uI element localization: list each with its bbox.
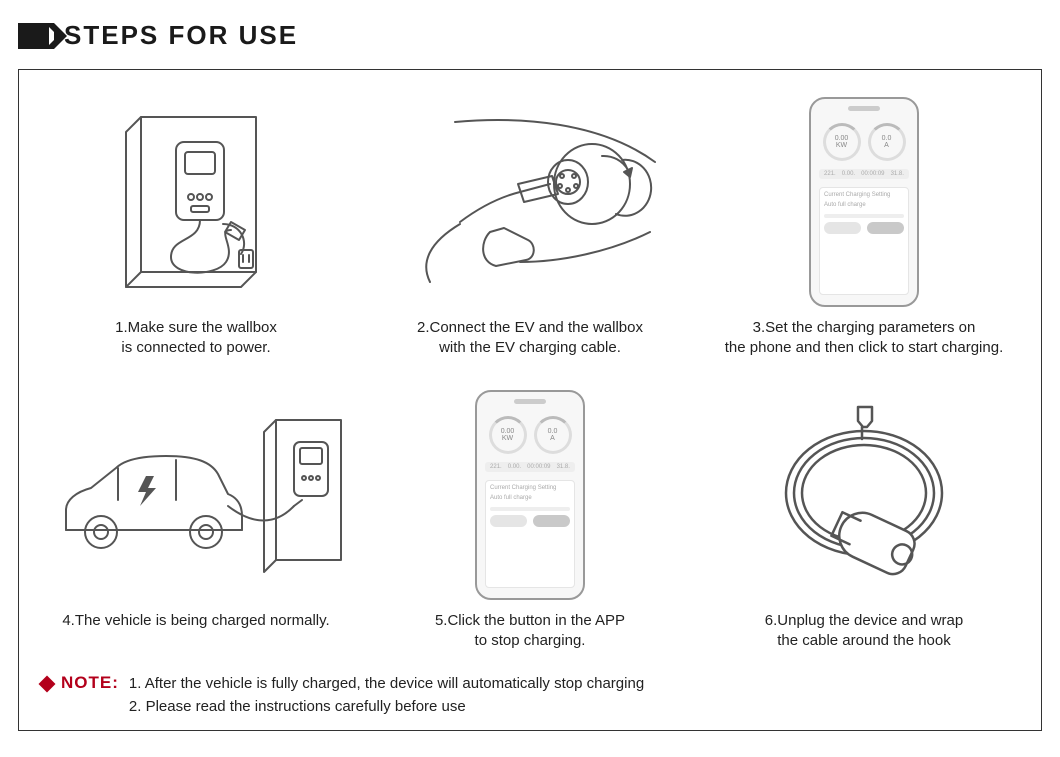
caption-line: 2.Connect the EV and the wallbox	[417, 318, 643, 338]
note-label: NOTE:	[61, 673, 119, 693]
caption-line: 1.Make sure the wallbox	[115, 318, 277, 338]
step-4-illustration	[39, 383, 353, 608]
step-3-caption: 3.Set the charging parameters on the pho…	[721, 314, 1008, 359]
phone-mock: 0.00 KW 0.0 A 221. 0.00. 00:00:09 31.8.	[809, 97, 919, 307]
phone-buttons	[490, 515, 570, 527]
caption-line: with the EV charging cable.	[417, 338, 643, 358]
phone-mock: 0.00 KW 0.0 A 221. 0.00. 00:00:09 31.8.	[475, 390, 585, 600]
cable-hook-icon	[754, 395, 974, 595]
gauge-unit: A	[550, 435, 555, 442]
caption-line: the cable around the hook	[765, 631, 963, 651]
plug-to-car-icon	[400, 112, 660, 292]
status-time: 00:00:09	[527, 464, 550, 470]
note-body: 1. After the vehicle is fully charged, t…	[129, 673, 644, 718]
step-1-illustration	[39, 90, 353, 314]
gauge-power: 0.00 KW	[489, 416, 527, 454]
step-6: 6.Unplug the device and wrap the cable a…	[701, 377, 1027, 664]
caption-line: 4.The vehicle is being charged normally.	[62, 611, 329, 631]
caption-line: 5.Click the button in the APP	[435, 611, 625, 631]
car-charging-icon	[46, 410, 346, 580]
status-voltage: 221.	[824, 171, 836, 177]
note-line-2: 2. Please read the instructions carefull…	[129, 696, 644, 719]
step-6-caption: 6.Unplug the device and wrap the cable a…	[761, 607, 967, 652]
step-2-caption: 2.Connect the EV and the wallbox with th…	[413, 314, 647, 359]
gauge-value: 0.0	[548, 428, 558, 435]
phone-button-left[interactable]	[824, 222, 861, 234]
gauge-unit: KW	[502, 435, 513, 442]
settings-mode: Auto full charge	[824, 202, 904, 208]
step-5-illustration: 0.00 KW 0.0 A 221. 0.00. 00:00:09 31.8.	[373, 383, 687, 607]
step-5: 0.00 KW 0.0 A 221. 0.00. 00:00:09 31.8.	[367, 377, 693, 664]
wallbox-icon	[101, 102, 291, 302]
status-energy: 0.00.	[842, 171, 855, 177]
status-voltage: 221.	[490, 464, 502, 470]
status-energy: 0.00.	[508, 464, 521, 470]
gauge-power: 0.00 KW	[823, 123, 861, 161]
phone-status-bar: 221. 0.00. 00:00:09 31.8.	[819, 169, 909, 179]
step-5-caption: 5.Click the button in the APP to stop ch…	[431, 607, 629, 652]
step-1: 1.Make sure the wallbox is connected to …	[33, 84, 359, 371]
status-time: 00:00:09	[861, 171, 884, 177]
phone-gauges: 0.00 KW 0.0 A	[485, 412, 575, 454]
status-amp: 31.8.	[891, 171, 904, 177]
diamond-icon	[39, 676, 56, 693]
steps-grid: 1.Make sure the wallbox is connected to …	[33, 84, 1027, 663]
step-4: 4.The vehicle is being charged normally.	[33, 377, 359, 664]
steps-panel: 1.Make sure the wallbox is connected to …	[18, 69, 1042, 731]
settings-title: Current Charging Setting	[824, 192, 904, 198]
phone-buttons	[824, 222, 904, 234]
caption-line: the phone and then click to start chargi…	[725, 338, 1004, 358]
step-2-illustration	[373, 90, 687, 314]
status-amp: 31.8.	[557, 464, 570, 470]
phone-gauges: 0.00 KW 0.0 A	[819, 119, 909, 161]
gauge-current: 0.0 A	[534, 416, 572, 454]
header: STEPS FOR USE	[18, 20, 1042, 51]
step-4-caption: 4.The vehicle is being charged normally.	[58, 607, 333, 651]
phone-settings-box: Current Charging Setting Auto full charg…	[819, 187, 909, 295]
caption-line: to stop charging.	[435, 631, 625, 651]
header-flag-icon	[18, 23, 54, 49]
step-3-illustration: 0.00 KW 0.0 A 221. 0.00. 00:00:09 31.8.	[707, 90, 1021, 314]
settings-title: Current Charging Setting	[490, 485, 570, 491]
caption-line: is connected to power.	[115, 338, 277, 358]
phone-button-right[interactable]	[867, 222, 904, 234]
phone-button-left[interactable]	[490, 515, 527, 527]
step-6-illustration	[707, 383, 1021, 607]
phone-settings-box: Current Charging Setting Auto full charg…	[485, 480, 575, 588]
gauge-unit: KW	[836, 142, 847, 149]
phone-status-bar: 221. 0.00. 00:00:09 31.8.	[485, 462, 575, 472]
step-2: 2.Connect the EV and the wallbox with th…	[367, 84, 693, 371]
note-row: NOTE: 1. After the vehicle is fully char…	[33, 663, 1027, 720]
gauge-value: 0.00	[501, 428, 515, 435]
settings-mode: Auto full charge	[490, 495, 570, 501]
gauge-value: 0.00	[835, 135, 849, 142]
step-1-caption: 1.Make sure the wallbox is connected to …	[111, 314, 281, 359]
page-title: STEPS FOR USE	[64, 20, 298, 51]
gauge-value: 0.0	[882, 135, 892, 142]
gauge-unit: A	[884, 142, 889, 149]
caption-line: 6.Unplug the device and wrap	[765, 611, 963, 631]
phone-button-right[interactable]	[533, 515, 570, 527]
slider-placeholder	[490, 507, 570, 511]
gauge-current: 0.0 A	[868, 123, 906, 161]
note-line-1: 1. After the vehicle is fully charged, t…	[129, 673, 644, 696]
slider-placeholder	[824, 214, 904, 218]
step-3: 0.00 KW 0.0 A 221. 0.00. 00:00:09 31.8.	[701, 84, 1027, 371]
caption-line: 3.Set the charging parameters on	[725, 318, 1004, 338]
